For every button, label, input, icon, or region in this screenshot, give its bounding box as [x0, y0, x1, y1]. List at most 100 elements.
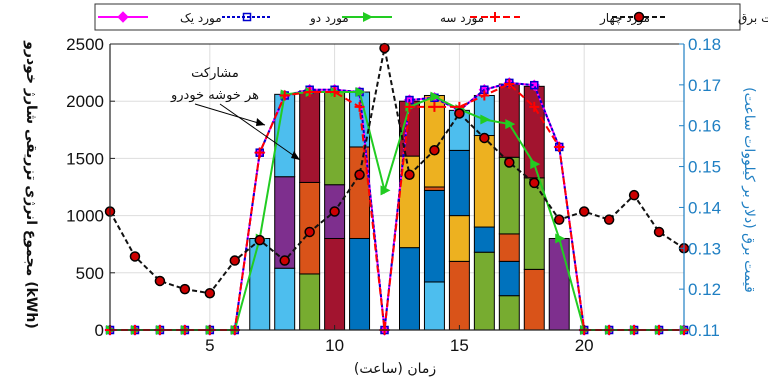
legend-label-1: مورد دو — [309, 11, 349, 26]
bar-segment-hour-19-0 — [548, 237, 570, 331]
series-4-point-11 — [354, 169, 365, 180]
legend-label-0: مورد یک — [180, 11, 222, 26]
series-2-point-17 — [505, 119, 516, 130]
y-right-tick-label-5: 0.16 — [688, 117, 721, 136]
series-4-point-4 — [179, 283, 191, 295]
series-2-point-16 — [480, 114, 491, 125]
bar-segment-hour-10-2 — [324, 91, 346, 186]
series-4-point-7 — [254, 234, 265, 246]
series-3-point-10 — [329, 87, 340, 98]
y-right-tick-label-4: 0.15 — [688, 158, 721, 177]
x-tick-label-1: 10 — [325, 336, 344, 355]
series-4-point-2 — [129, 251, 141, 262]
series-3-point-11 — [354, 101, 365, 112]
y-right-tick-label-6: 0.17 — [688, 76, 721, 95]
y-axis-left-title: (kWh) مجموع انرژی تزریقی شارژ خودرو — [23, 40, 39, 329]
y-right-tick-label-0: 0.11 — [688, 321, 720, 340]
legend-marker-0 — [117, 11, 129, 23]
y-right-tick-label-3: 0.14 — [688, 198, 721, 217]
x-tick-label-2: 15 — [450, 336, 469, 355]
series-4-point-18 — [529, 177, 540, 189]
annotation-arrowhead-1 — [256, 118, 265, 126]
bar-segment-hour-17-4 — [498, 83, 520, 158]
series-3-point-16 — [479, 90, 490, 101]
series-4-point-6 — [229, 255, 241, 266]
series-4-point-10 — [329, 206, 340, 217]
series-2-point-14 — [430, 91, 441, 102]
y-left-tick-label-4: 2000 — [66, 92, 104, 111]
bar-segment-hour-17-1 — [498, 260, 520, 297]
legend-label-2: مورد سه — [440, 11, 484, 26]
series-4-point-14 — [429, 144, 440, 156]
series-4-point-17 — [504, 157, 515, 168]
series-2-point-11 — [355, 87, 366, 98]
bar-segment-hour-14-1 — [423, 189, 445, 283]
y-right-tick-label-1: 0.12 — [688, 280, 721, 299]
series-2-point-19 — [555, 233, 566, 244]
y-right-tick-label-7: 0.18 — [688, 35, 721, 54]
x-axis-title: زمان (ساعت) — [354, 361, 436, 377]
series-3-point-18 — [529, 101, 540, 112]
y-left-tick-label-1: 500 — [76, 264, 104, 283]
bar-segment-hour-16-3 — [473, 94, 495, 137]
bar-segment-hour-9-0 — [299, 273, 321, 331]
y-left-tick-label-3: 1500 — [66, 149, 104, 168]
series-4-point-5 — [204, 287, 216, 299]
bar-segment-hour-16-0 — [473, 251, 495, 331]
bar-segment-hour-17-0 — [498, 295, 520, 331]
annotation-arrow-1 — [194, 103, 266, 126]
legend-marker-2 — [363, 12, 373, 22]
bar-segment-hour-8-0 — [274, 267, 296, 331]
series-4-point-22 — [628, 189, 640, 201]
series-1-point-18 — [530, 80, 539, 90]
bar-segment-hour-15-2 — [448, 149, 470, 217]
bar-segment-hour-9-2 — [299, 90, 321, 183]
series-2-point-12 — [380, 185, 391, 196]
bar-segment-hour-16-1 — [473, 226, 495, 253]
bar-segment-hour-14-2 — [423, 186, 445, 191]
bar-segment-hour-14-0 — [423, 281, 445, 331]
bar-segment-hour-10-0 — [324, 237, 346, 331]
axes: 0 500 1000 1500 2000 2500 0.11 0.12 0.13 0.14 0.15… — [66, 35, 721, 355]
y-left-tick-label-0: 0 — [95, 321, 104, 340]
bar-segment-hour-15-0 — [448, 260, 470, 331]
legend-marker-4 — [633, 11, 645, 23]
series-3-point-9 — [304, 87, 315, 98]
series-4-point-13 — [404, 169, 415, 180]
y-right-tick-label-2: 0.13 — [688, 239, 721, 258]
series-4-point-3 — [154, 275, 166, 287]
series-4-point-16 — [479, 132, 490, 144]
series-4-point-9 — [304, 226, 315, 238]
legend-marker-3 — [490, 12, 500, 22]
bar-segment-hour-11-0 — [349, 237, 371, 331]
bar-segment-hour-18-0 — [523, 268, 545, 331]
annotation-arrowhead-2 — [291, 151, 300, 160]
series-3-point-14 — [429, 101, 440, 112]
legend-label-4: قیمت برق — [738, 11, 768, 26]
series-2-point-18 — [530, 159, 541, 170]
series-3-point-8 — [279, 90, 290, 101]
bar-segment-hour-17-2 — [498, 233, 520, 262]
series-3-point-13 — [404, 101, 415, 112]
y-left-tick-label-5: 2500 — [66, 35, 104, 54]
x-tick-label-0: 5 — [205, 336, 214, 355]
series-4-point-19 — [553, 214, 565, 225]
bar-segment-hour-15-1 — [448, 215, 470, 262]
annotation-line-1: مشارکت — [191, 66, 239, 81]
annotation: مشارکت هر خوشه خودرو — [170, 66, 259, 103]
series-4-point-8 — [279, 255, 290, 266]
series-3-point-17 — [504, 79, 515, 90]
series-4-point-15 — [454, 108, 465, 119]
series-4-point-21 — [603, 214, 615, 225]
bar-segment-hour-17-3 — [498, 156, 520, 235]
series-4-point-20 — [578, 206, 590, 217]
annotation-line-2: هر خوشه خودرو — [170, 88, 259, 103]
series-3-point-19 — [554, 141, 565, 152]
series-4-point-12 — [379, 42, 390, 54]
annotation-arrow-2 — [219, 103, 301, 161]
legend-marker-1 — [242, 12, 252, 22]
series-4-point-23 — [653, 226, 665, 238]
y-left-tick-label-2: 1000 — [66, 207, 104, 226]
